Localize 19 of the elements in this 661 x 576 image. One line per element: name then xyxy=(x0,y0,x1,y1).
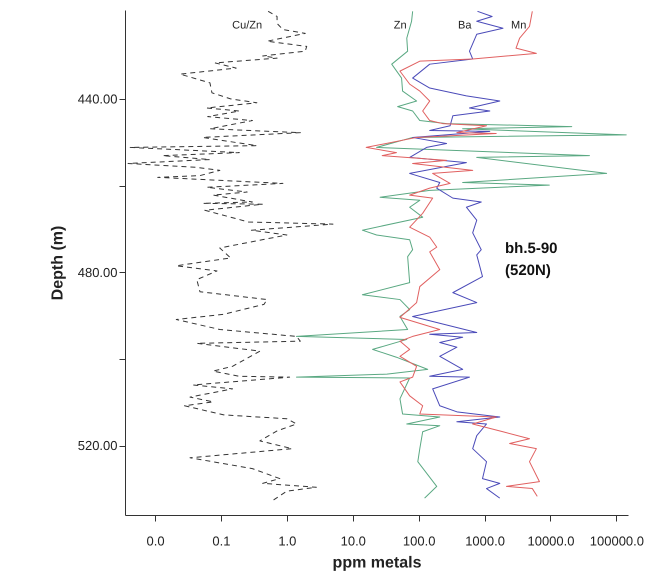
x-tick-label: 0.0 xyxy=(146,534,165,548)
y-tick-label: 440.00 xyxy=(78,91,118,106)
x-tick-label: 100.0 xyxy=(402,534,436,548)
series-label: Ba xyxy=(458,19,472,32)
x-tick-label: 10000.0 xyxy=(527,534,574,548)
series-label: Mn xyxy=(511,19,526,32)
x-tick-label: 0.1 xyxy=(212,534,230,548)
x-tick-label: 10.0 xyxy=(340,534,366,548)
series-label: Zn xyxy=(394,19,407,32)
y-tick-label: 480.00 xyxy=(78,264,118,280)
x-tick-label: 1.0 xyxy=(278,534,296,548)
annotation: (520N) xyxy=(505,262,551,279)
x-axis-title: ppm metals xyxy=(332,554,422,572)
series-label: Cu/Zn xyxy=(232,19,262,32)
x-tick-label: 1000.0 xyxy=(465,534,505,548)
y-axis-title: Depth (m) xyxy=(50,226,67,300)
x-tick-label: 100000.0 xyxy=(590,534,644,548)
y-tick-label: 520.00 xyxy=(78,438,118,454)
annotation: bh.5-90 xyxy=(505,240,558,257)
